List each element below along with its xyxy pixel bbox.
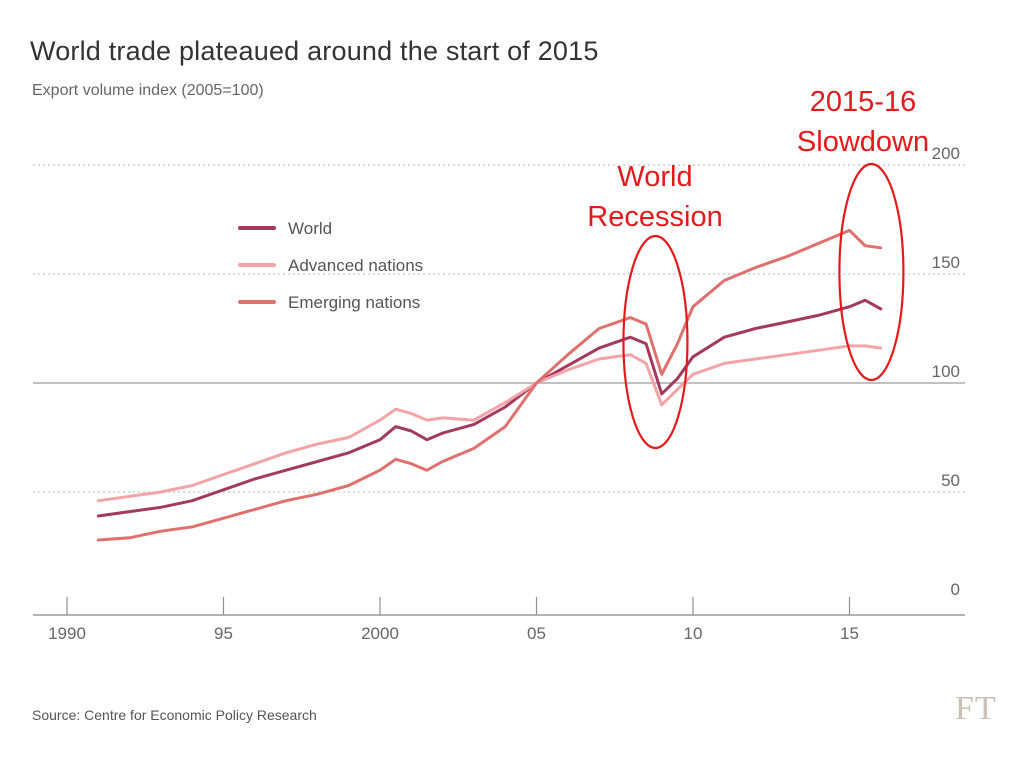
y-tick-label-150: 150 <box>932 253 960 272</box>
legend-label-world: World <box>288 219 332 238</box>
y-tick-label-50: 50 <box>941 471 960 490</box>
annotation-world-recession-line2: Recession <box>587 201 723 233</box>
source-note: Source: Centre for Economic Policy Resea… <box>32 707 317 723</box>
annotation-world-recession: World Recession <box>570 157 740 237</box>
line-chart: 0 50 100 150 200 1990 95 2000 05 10 15 World Advance… <box>33 144 965 643</box>
legend-label-advanced-nations: Advanced nations <box>288 256 423 275</box>
series-line-emerging-nations <box>96 228 883 542</box>
y-tick-label-100: 100 <box>932 362 960 381</box>
x-tick-label-2005: 05 <box>527 624 546 643</box>
ft-logo: FT <box>955 690 997 727</box>
x-tick-label-2000: 2000 <box>361 624 399 643</box>
series-line-world <box>96 298 883 518</box>
legend-label-emerging-nations: Emerging nations <box>288 293 420 312</box>
annotation-ring-slowdown <box>838 162 905 382</box>
series-line-advanced-nations <box>96 344 883 503</box>
annotation-ring-world-recession <box>622 234 689 450</box>
annotation-slowdown-line2: Slowdown <box>796 126 930 158</box>
annotation-world-recession-line1: World <box>617 161 693 193</box>
annotation-slowdown-line1: 2015-16 <box>809 86 917 118</box>
x-tick-label-2010: 10 <box>684 624 703 643</box>
chart-title: World trade plateaued around the start o… <box>30 36 599 66</box>
chart-subtitle: Export volume index (2005=100) <box>32 82 264 99</box>
y-tick-label-200: 200 <box>932 144 960 163</box>
x-tick-label-1995: 95 <box>214 624 233 643</box>
annotation-slowdown: 2015-16 Slowdown <box>778 82 948 162</box>
y-tick-label-0: 0 <box>951 580 960 599</box>
x-tick-label-2015: 15 <box>840 624 859 643</box>
x-tick-label-1990: 1990 <box>48 624 86 643</box>
